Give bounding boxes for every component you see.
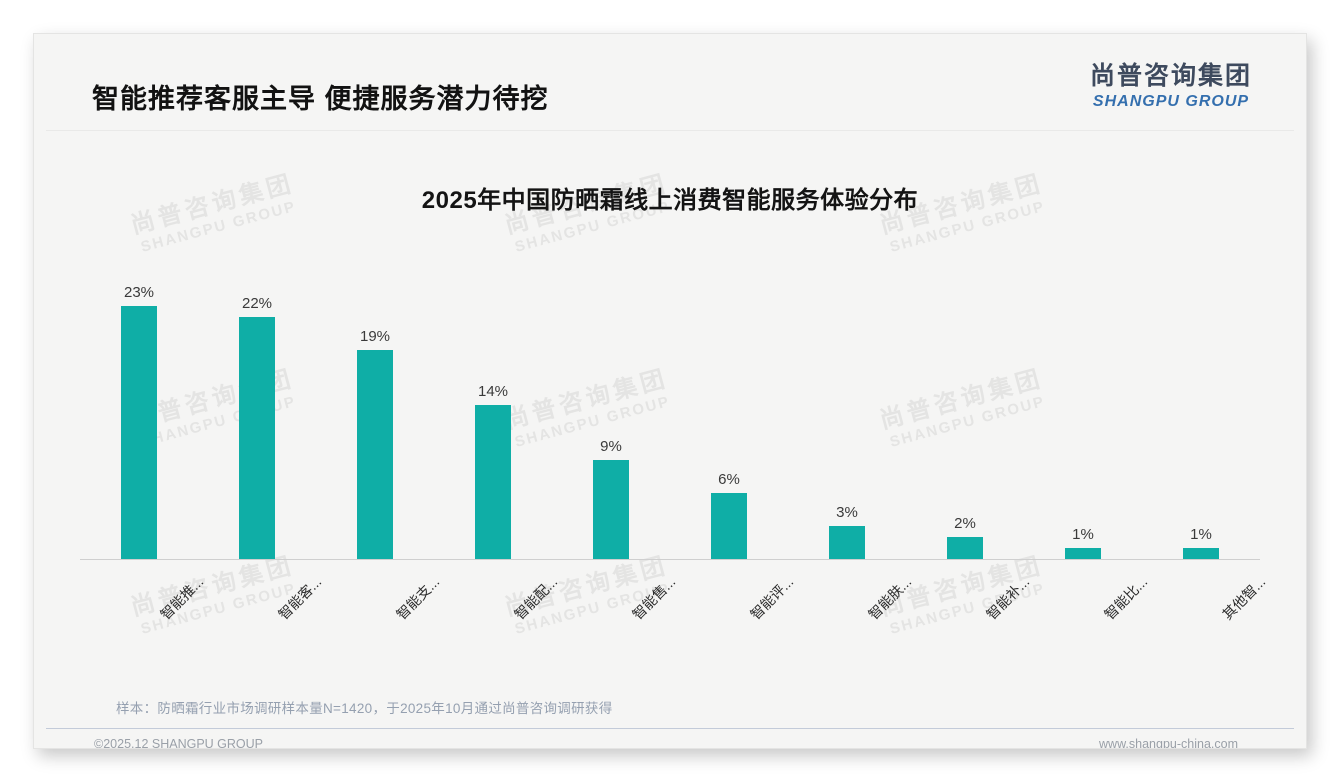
website-url: www.shangpu-china.com xyxy=(1099,737,1238,749)
bar xyxy=(593,460,629,559)
bar xyxy=(475,405,511,559)
bar-column: 22% xyxy=(198,295,316,559)
page-title: 智能推荐客服主导 便捷服务潜力待挖 xyxy=(92,84,549,114)
bar-column: 1% xyxy=(1142,526,1260,559)
x-axis-label: 其他智... xyxy=(1219,573,1269,623)
bar-column: 23% xyxy=(80,284,198,559)
x-axis-label: 智能推... xyxy=(157,573,207,623)
bar xyxy=(1065,548,1101,559)
slide-header: 智能推荐客服主导 便捷服务潜力待挖 尚普咨询集团 SHANGPU GROUP xyxy=(34,34,1306,116)
bar-value-label: 3% xyxy=(836,504,858,521)
bar-column: 3% xyxy=(788,504,906,559)
bar-column: 19% xyxy=(316,328,434,559)
bar-column: 6% xyxy=(670,471,788,559)
bar-value-label: 6% xyxy=(718,471,740,488)
x-axis-labels: 智能推... 智能客... 智能支... 智能配... 智能售... 智能评... 智能肤.… xyxy=(80,560,1269,655)
bar xyxy=(829,526,865,559)
x-axis-label: 智能评... xyxy=(747,573,797,623)
bar-value-label: 22% xyxy=(241,295,273,312)
x-axis-label: 智能肤... xyxy=(865,573,915,623)
bar-column: 1% xyxy=(1024,526,1142,559)
bar-value-label: 9% xyxy=(600,438,622,455)
bar-value-label: 2% xyxy=(954,515,976,532)
sample-note: 样本：防晒霜行业市场调研样本量N=1420，于2025年10月通过尚普咨询调研获… xyxy=(116,701,613,716)
bars-area: 23% 22% 19% 14% 9% 6% 3% 2% 1% 1% xyxy=(80,281,1260,560)
logo-english-name: SHANGPU GROUP xyxy=(1092,93,1250,110)
bar xyxy=(357,350,393,559)
x-axis-label: 智能售... xyxy=(629,573,679,623)
copyright-text: ©2025.12 SHANGPU GROUP xyxy=(94,737,263,749)
x-axis-label: 智能客... xyxy=(275,573,325,623)
bar xyxy=(1183,548,1219,559)
bar-column: 14% xyxy=(434,383,552,559)
x-axis-label: 智能配... xyxy=(511,573,561,623)
bar-column: 2% xyxy=(906,515,1024,559)
chart-title: 2025年中国防晒霜线上消费智能服务体验分布 xyxy=(421,187,919,214)
slide-footer: ©2025.12 SHANGPU GROUP www.shangpu-china… xyxy=(34,729,1306,749)
slide: 尚普咨询集团 SHANGPU GROUP 尚普咨询集团 SHANGPU GROUP 尚普… xyxy=(33,33,1307,749)
bar-value-label: 23% xyxy=(123,284,155,301)
bar-value-label: 19% xyxy=(359,328,391,345)
x-axis-label: 智能支... xyxy=(393,573,443,623)
x-axis-label: 智能补... xyxy=(983,573,1033,623)
bar-value-label: 1% xyxy=(1072,526,1094,543)
bar xyxy=(239,317,275,559)
bar xyxy=(711,493,747,559)
header-divider xyxy=(46,130,1294,131)
footer-divider xyxy=(46,728,1294,729)
x-axis-label: 智能比... xyxy=(1101,573,1151,623)
bar-value-label: 1% xyxy=(1190,526,1212,543)
bar-value-label: 14% xyxy=(477,383,509,400)
bar xyxy=(947,537,983,559)
bar xyxy=(121,306,157,559)
company-logo: 尚普咨询集团 SHANGPU GROUP xyxy=(1090,56,1252,111)
bar-column: 9% xyxy=(552,438,670,559)
bar-chart: 23% 22% 19% 14% 9% 6% 3% 2% 1% 1% 智能推... 智能客... 智能支… xyxy=(80,281,1269,655)
logo-chinese-name: 尚普咨询集团 xyxy=(1089,62,1252,90)
